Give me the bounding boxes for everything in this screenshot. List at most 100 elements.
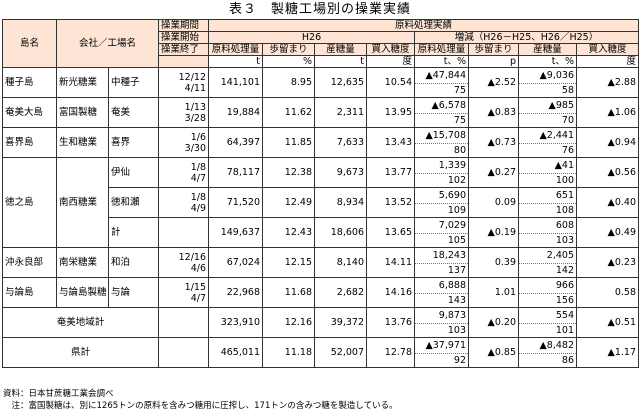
sugar-cell: 8,140	[314, 247, 367, 278]
table-row: 奄美大島 富国製糖 奄美 1/13 3/28 19,884 11.62 2,311…	[2, 97, 639, 128]
d-sugar-cell: 2,405 142	[518, 247, 577, 278]
notes: 資料：日本甘蔗糖工業会調べ 注：富国製糖は、別に1265トンの原料を含みつ糖用に…	[3, 388, 398, 412]
period-cell: 1/15 4/7	[158, 277, 209, 308]
d-raw-value: 18,243	[415, 249, 468, 264]
d-yield-cell: ▲0.73	[468, 127, 519, 158]
d-sugar-value: 608	[519, 219, 576, 234]
period-cell: 12/12 4/11	[158, 67, 209, 98]
start-date: 12/12	[178, 71, 206, 83]
start-date: 1/13	[184, 101, 206, 113]
d-sugar-value: ▲9,036	[519, 69, 576, 84]
d-sugar-cell: ▲9,036 58	[518, 67, 577, 98]
d-yield-cell: ▲2.52	[468, 67, 519, 98]
yield-cell: 11.85	[262, 127, 315, 158]
d-brix-cell: ▲0.23	[576, 247, 639, 278]
d-sugar-pct: 101	[555, 325, 574, 336]
source-note: 資料：日本甘蔗糖工業会調べ	[3, 389, 114, 399]
company-cell: 南西糖業	[56, 157, 109, 248]
d-raw-cell: 18,243 137	[414, 247, 469, 278]
unit-raw: t	[208, 55, 263, 68]
table-row: 与論島 与論島製糖 与論 1/15 4/7 22,968 11.68 2,682 …	[2, 277, 639, 308]
d-sugar-pct: 76	[561, 145, 574, 156]
d-raw-cell: 5,690 109	[414, 187, 469, 218]
brix-cell: 13.43	[366, 127, 415, 158]
yield-cell: 12.49	[262, 187, 315, 218]
raw-cell: 323,910	[208, 307, 263, 338]
factory-cell: 与論	[108, 277, 159, 308]
d-sugar-cell: ▲2,441 76	[518, 127, 577, 158]
sugar-cell: 39,372	[314, 307, 367, 338]
d-raw-pct: 75	[453, 85, 466, 96]
d-sugar-value: 651	[519, 189, 576, 204]
d-brix-cell: ▲0.40	[576, 187, 639, 218]
d-raw-pct: 92	[453, 355, 466, 366]
company-cell: 生和糖業	[56, 127, 109, 158]
d-raw-pct: 109	[447, 205, 466, 216]
raw-cell: 19,884	[208, 97, 263, 128]
yield-cell: 12.16	[262, 307, 315, 338]
d-sugar-pct: 108	[555, 205, 574, 216]
header-op-start: 操業開始	[158, 31, 209, 44]
factory-cell: 計	[108, 217, 159, 248]
raw-cell: 78,117	[208, 157, 263, 188]
d-sugar-pct: 70	[561, 115, 574, 126]
period-cell	[158, 307, 209, 338]
header-op-period: 操業期間	[158, 19, 209, 32]
d-raw-value: 5,690	[415, 189, 468, 204]
header-sugar: 産糖量	[314, 43, 367, 56]
sugar-cell: 18,606	[314, 217, 367, 248]
island-cell: 沖永良部	[2, 247, 57, 278]
yield-cell: 11.18	[262, 337, 315, 368]
d-raw-value: 9,873	[415, 309, 468, 324]
header-raw: 原料処理量	[208, 43, 263, 56]
pref-total-label: 県計	[2, 337, 159, 368]
yield-cell: 11.62	[262, 97, 315, 128]
table-row: 計 149,637 12.43 18,606 13.65 7,029 105 ▲0…	[3, 217, 639, 248]
start-date: 1/6	[190, 131, 206, 143]
d-sugar-pct: 103	[555, 235, 574, 246]
d-raw-cell: ▲47,844 75	[414, 67, 469, 98]
unit-yield: %	[262, 55, 315, 68]
d-brix-cell: ▲1.17	[576, 337, 639, 368]
brix-cell: 13.76	[366, 307, 415, 338]
d-raw-cell: 1,339 102	[414, 157, 469, 188]
brix-cell: 13.77	[366, 157, 415, 188]
header-op-end: 操業終了	[158, 43, 209, 56]
yield-cell: 12.38	[262, 157, 315, 188]
period-cell: 12/16 4/6	[158, 247, 209, 278]
d-yield-cell: 1.01	[468, 277, 519, 308]
company-cell: 与論島製糖	[56, 277, 109, 308]
period-cell	[158, 337, 209, 368]
end-date: 4/7	[190, 292, 206, 304]
d-yield-cell: ▲0.85	[468, 337, 519, 368]
yield-cell: 12.43	[262, 217, 315, 248]
d-raw-pct: 80	[453, 145, 466, 156]
raw-cell: 141,101	[208, 67, 263, 98]
company-cell: 新光糖業	[56, 67, 109, 98]
header-change: 増減（H26－H25、H26／H25）	[414, 31, 639, 44]
brix-cell: 10.54	[366, 67, 415, 98]
d-raw-cell: ▲6,578 75	[414, 97, 469, 128]
d-sugar-pct: 58	[561, 85, 574, 96]
header-island: 島名	[2, 19, 57, 68]
d-yield-cell: ▲0.20	[468, 307, 519, 338]
d-sugar-value: 554	[519, 309, 576, 324]
factory-cell: 和泊	[108, 247, 159, 278]
d-sugar-cell: 651 108	[518, 187, 577, 218]
page-title: 表３ 製糖工場別の操業実績	[228, 2, 411, 17]
d-sugar-pct: 86	[561, 355, 574, 366]
header-h26: H26	[208, 31, 415, 44]
yield-cell: 8.95	[262, 67, 315, 98]
sugar-cell: 7,633	[314, 127, 367, 158]
header-company-factory: 会社／工場名	[56, 19, 159, 68]
brix-cell: 12.78	[366, 337, 415, 368]
sugar-cell: 8,934	[314, 187, 367, 218]
d-raw-value: ▲15,708	[415, 129, 468, 144]
header-d-sugar: 産糖量	[518, 43, 577, 56]
d-sugar-cell: 608 103	[518, 217, 577, 248]
d-raw-cell: 6,888 143	[414, 277, 469, 308]
d-sugar-value: ▲2,441	[519, 129, 576, 144]
d-yield-cell: ▲0.27	[468, 157, 519, 188]
d-sugar-value: ▲985	[519, 99, 576, 114]
company-cell: 富国製糖	[56, 97, 109, 128]
